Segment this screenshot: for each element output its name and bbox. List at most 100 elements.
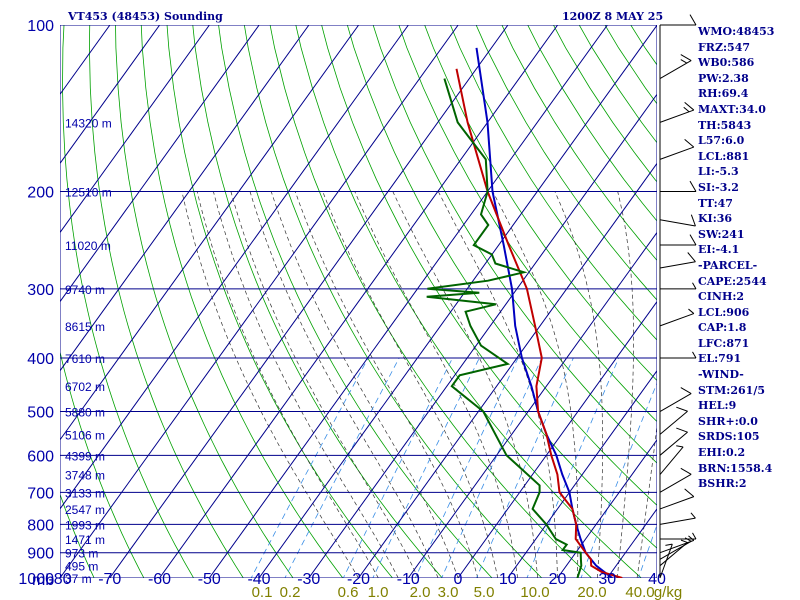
wind-barb-flag [680,59,688,64]
mixing-ratio-label: 3.0 [438,584,459,600]
mixing-ratio-label: 40.0 [625,584,654,600]
pressure-tick-label: 500 [27,405,54,422]
dry-adiabat-line [62,25,195,578]
mixing-ratio-label: 0.6 [338,584,359,600]
wind-barb-flag [683,106,690,113]
mixing-ratio-label: 20.0 [577,584,606,600]
wind-barb-flag [692,351,697,359]
index-item: SRDS:105 [698,430,760,444]
dry-adiabat-line [501,25,657,261]
isotherm-line [159,25,559,578]
pressure-tick-label: 300 [27,282,54,299]
mixing-ratio-label: 1.0 [368,584,389,600]
mixing-ratio-label: 0.2 [280,584,301,600]
isotherm-line [60,25,310,372]
index-item: BRN:1558.4 [698,461,773,475]
temperature-tick-label: 30 [598,571,616,588]
pressure-axis-label: mb [32,572,54,589]
wind-barb-flag [689,180,697,192]
dewpoint-profile-line [426,78,583,578]
dry-adiabat-line [424,25,657,382]
dry-adiabat-line [790,0,800,590]
wind-barb-shaft [659,473,692,493]
dry-adiabat-line [450,25,657,341]
index-item: L57:6.0 [698,134,745,148]
isotherm-line [60,25,360,441]
profile-traces [426,47,623,578]
temperature-tick-label: -20 [347,571,370,588]
index-item: SW:241 [698,227,745,241]
pressure-tick-label: 200 [27,184,54,201]
moist-adiabat-line [392,191,538,578]
wind-barb-shaft [659,219,696,227]
isotherm-line [60,25,161,165]
wind-barb-flag [684,138,695,148]
isotherm-line [507,369,657,578]
index-item: EHI:0.2 [698,446,746,460]
index-item: WB0:586 [698,56,755,70]
index-item: SHR+:0.0 [698,414,758,428]
moist-adiabat-line [492,191,579,578]
index-item: MAXT:34.0 [698,102,766,116]
dry-adiabat-line [140,25,344,578]
wind-barb-shaft [659,109,694,123]
dry-adiabat-line [192,25,443,578]
height-label: 5880 m [65,406,105,420]
height-label: 7610 m [65,352,105,366]
wind-barb-flag [684,488,695,497]
mixing-ratio-label: 5.0 [474,584,495,600]
mixing-ratio-line [250,357,369,578]
height-label: 3748 m [65,469,105,483]
stability-indices-panel: WMO:48453 FRZ:547 WB0:586 PW:2.38 RH:69.4 MAX… [698,24,774,492]
moist-adiabat-line [196,191,379,578]
mixing-ratio-label: 2.0 [410,584,431,600]
wind-barb-shaft [659,544,673,579]
moist-adiabat-line [249,191,439,578]
index-item: -PARCEL- [698,258,758,272]
dry-adiabat-line [243,25,543,578]
dry-adiabat-line [269,25,593,578]
wind-barb-shaft [659,261,696,269]
dry-adiabat-line [398,25,657,423]
index-item: RH:69.4 [698,87,749,101]
isotherm-line [358,162,657,578]
mixing-ratio-label: g/kg [654,584,682,600]
index-item: SI:-3.2 [698,180,739,194]
height-label: 6702 m [65,380,105,394]
moist-adiabat-line [616,191,634,578]
wind-barb-shaft [659,517,696,525]
mixing-ratio-lines [250,357,657,578]
index-item: TH:5843 [698,118,752,132]
temperature-tick-label: -30 [297,571,320,588]
isotherm-line [60,25,409,510]
mixing-ratio-line [414,357,519,578]
pressure-tick-label: 900 [27,546,54,563]
mixing-ratio-line [441,357,543,578]
temperature-tick-label: -60 [148,571,171,588]
height-label: 1471 m [65,533,105,547]
index-item: LCL:906 [698,305,750,319]
dry-adiabat-line [372,25,657,464]
isotherm-line [60,25,459,578]
height-label: 12510 m [65,185,112,199]
wind-barb-shaft [659,146,694,160]
height-label: 37 m [65,572,92,586]
index-item: HEL:9 [698,399,737,413]
wind-barb-flag [687,252,696,263]
moist-adiabat-line [294,191,479,578]
isotherm-line [457,300,657,578]
moist-adiabat-line [354,191,519,578]
mixing-ratio-line [580,382,657,578]
wind-barb-flag [684,101,695,111]
observation-time: 1200Z 8 MAY 25 [562,10,664,23]
index-item: EI:-4.1 [698,243,740,257]
index-item: KI:36 [698,212,733,226]
dry-adiabat-line [166,25,394,578]
dry-adiabat-line [60,493,95,578]
mixing-ratio-label: 10.0 [520,584,549,600]
height-label: 973 m [65,547,98,561]
wind-barb-flag [680,539,688,544]
mixing-ratio-line [284,357,400,578]
mixing-ratio-label: 0.1 [252,584,273,600]
wind-barb-flag [676,445,684,448]
